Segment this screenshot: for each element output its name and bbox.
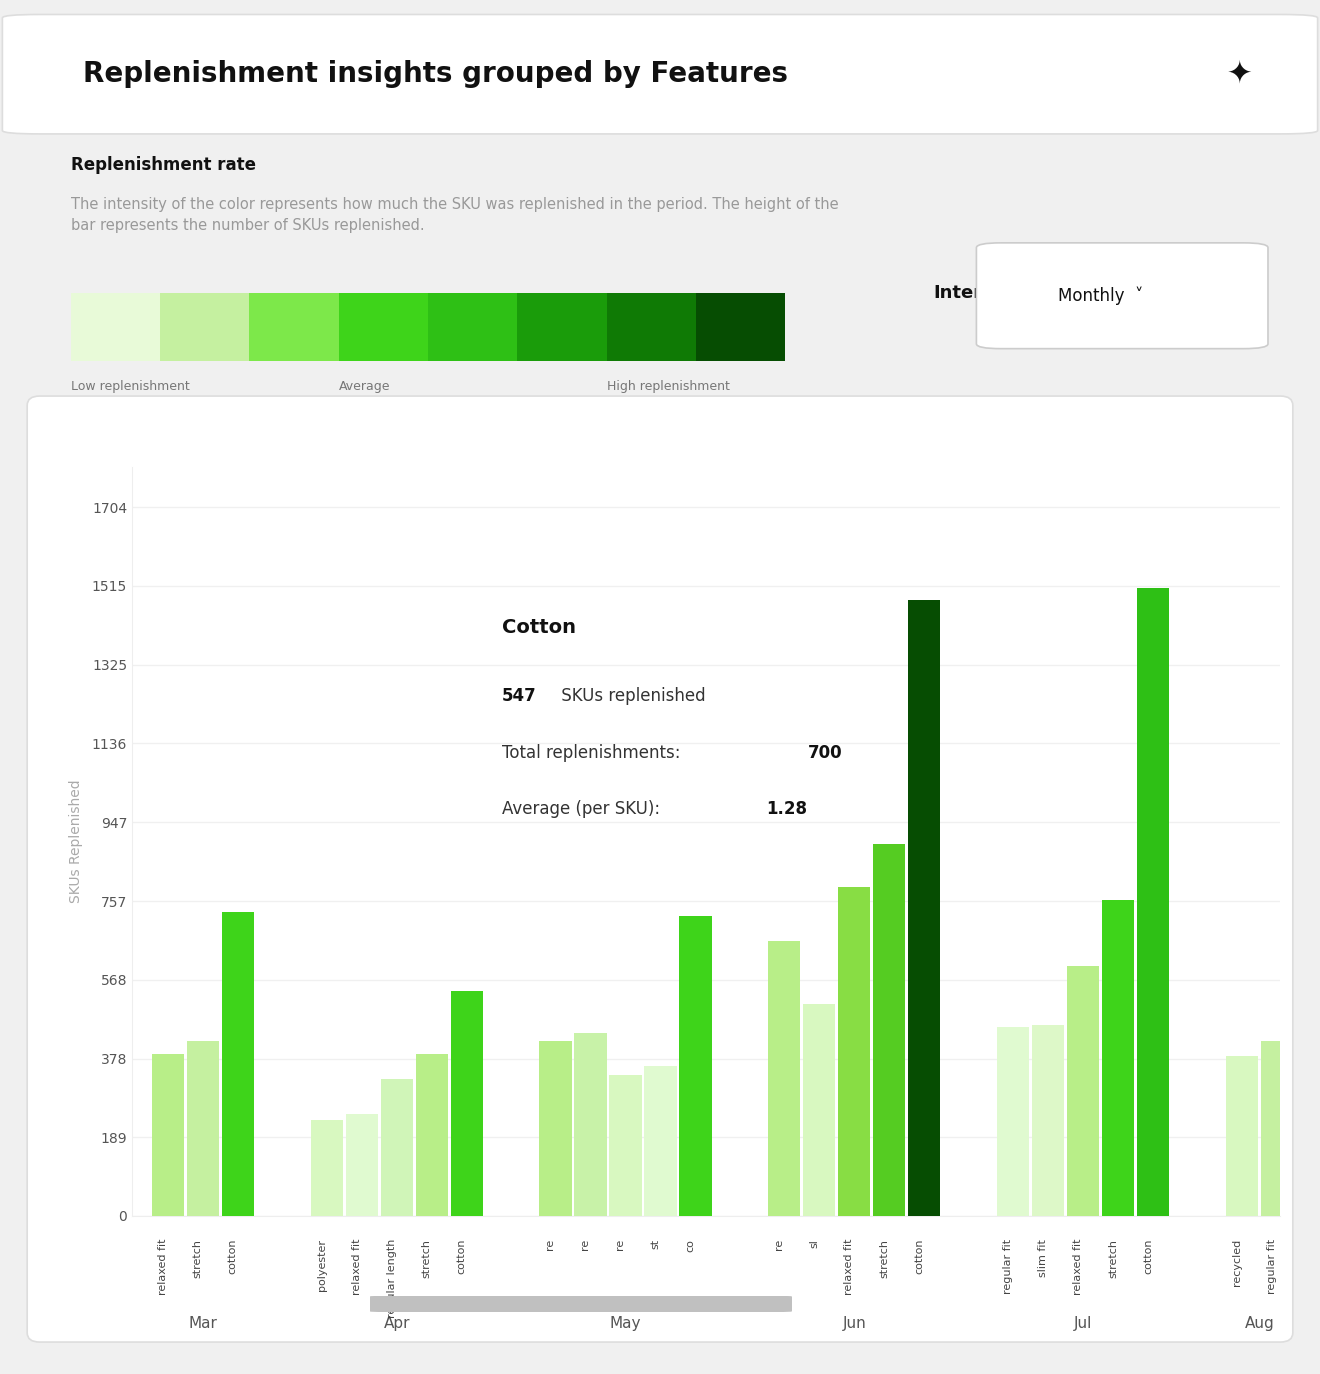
Text: 1.28: 1.28 — [766, 800, 807, 818]
Text: re: re — [581, 1239, 590, 1250]
Text: st: st — [651, 1239, 660, 1249]
FancyBboxPatch shape — [370, 1296, 792, 1312]
Bar — [152, 1054, 183, 1216]
Bar — [310, 1120, 343, 1216]
Text: cotton: cotton — [228, 1239, 238, 1274]
Text: polyester: polyester — [317, 1239, 326, 1290]
Bar — [346, 1114, 378, 1216]
Text: relaxed fit: relaxed fit — [351, 1239, 362, 1296]
Bar — [249, 294, 339, 361]
Bar — [574, 1033, 607, 1216]
Bar — [186, 1041, 219, 1216]
Text: Average (per SKU):: Average (per SKU): — [502, 800, 665, 818]
Text: sl: sl — [809, 1239, 820, 1248]
Bar — [607, 294, 696, 361]
Text: relaxed fit: relaxed fit — [158, 1239, 168, 1296]
Bar — [768, 941, 800, 1216]
FancyBboxPatch shape — [28, 396, 1292, 1342]
Text: recycled: recycled — [1232, 1239, 1242, 1286]
FancyBboxPatch shape — [977, 243, 1269, 349]
Bar — [160, 294, 249, 361]
Text: stretch: stretch — [1107, 1239, 1118, 1278]
Text: stretch: stretch — [879, 1239, 890, 1278]
Text: stretch: stretch — [193, 1239, 203, 1278]
Bar — [540, 1041, 572, 1216]
Text: ✦: ✦ — [1226, 59, 1253, 89]
Bar — [339, 294, 428, 361]
Text: Total replenishments:: Total replenishments: — [502, 743, 685, 761]
Text: cotton: cotton — [1143, 1239, 1152, 1274]
Text: Average: Average — [339, 379, 391, 393]
Bar — [680, 916, 711, 1216]
Text: re: re — [775, 1239, 784, 1250]
Text: Cotton: Cotton — [502, 617, 576, 636]
Bar — [450, 992, 483, 1216]
Text: SKUs replenished: SKUs replenished — [556, 687, 705, 705]
Bar — [1102, 900, 1134, 1216]
Text: regular length: regular length — [387, 1239, 397, 1318]
Bar — [416, 1054, 447, 1216]
Text: regular fit: regular fit — [1267, 1239, 1276, 1294]
Bar — [1226, 1055, 1258, 1216]
Bar — [644, 1066, 677, 1216]
Text: The intensity of the color represents how much the SKU was replenished in the pe: The intensity of the color represents ho… — [71, 196, 838, 234]
Text: Monthly  ˅: Monthly ˅ — [1057, 287, 1143, 305]
Text: Interval:: Interval: — [933, 284, 1019, 302]
Text: Replenishment rate: Replenishment rate — [71, 157, 256, 174]
Bar — [803, 1004, 836, 1216]
Text: re: re — [615, 1239, 626, 1250]
Text: slim fit: slim fit — [1038, 1239, 1048, 1276]
Bar — [380, 1079, 413, 1216]
Bar — [1137, 588, 1170, 1216]
Bar — [696, 294, 785, 361]
Bar — [71, 294, 160, 361]
Bar — [873, 844, 906, 1216]
Text: 700: 700 — [808, 743, 842, 761]
Bar — [1032, 1025, 1064, 1216]
Text: re: re — [545, 1239, 556, 1250]
Text: cotton: cotton — [915, 1239, 924, 1274]
Text: relaxed fit: relaxed fit — [1073, 1239, 1082, 1296]
Bar — [610, 1074, 642, 1216]
Y-axis label: SKUs Replenished: SKUs Replenished — [70, 780, 83, 903]
Text: cotton: cotton — [457, 1239, 467, 1274]
Text: 547: 547 — [502, 687, 536, 705]
Bar — [222, 912, 253, 1216]
Text: regular fit: regular fit — [1003, 1239, 1012, 1294]
Bar — [1067, 966, 1100, 1216]
Text: relaxed fit: relaxed fit — [845, 1239, 854, 1296]
Bar — [908, 600, 940, 1216]
Bar — [517, 294, 607, 361]
FancyBboxPatch shape — [3, 15, 1317, 133]
Bar — [1261, 1041, 1294, 1216]
Text: Replenishment insights grouped by Features: Replenishment insights grouped by Featur… — [83, 60, 788, 88]
Text: High replenishment: High replenishment — [607, 379, 730, 393]
Bar — [428, 294, 517, 361]
Text: co: co — [685, 1239, 696, 1252]
Bar — [997, 1026, 1030, 1216]
Text: Low replenishment: Low replenishment — [71, 379, 189, 393]
Text: stretch: stretch — [421, 1239, 432, 1278]
Bar — [838, 888, 870, 1216]
